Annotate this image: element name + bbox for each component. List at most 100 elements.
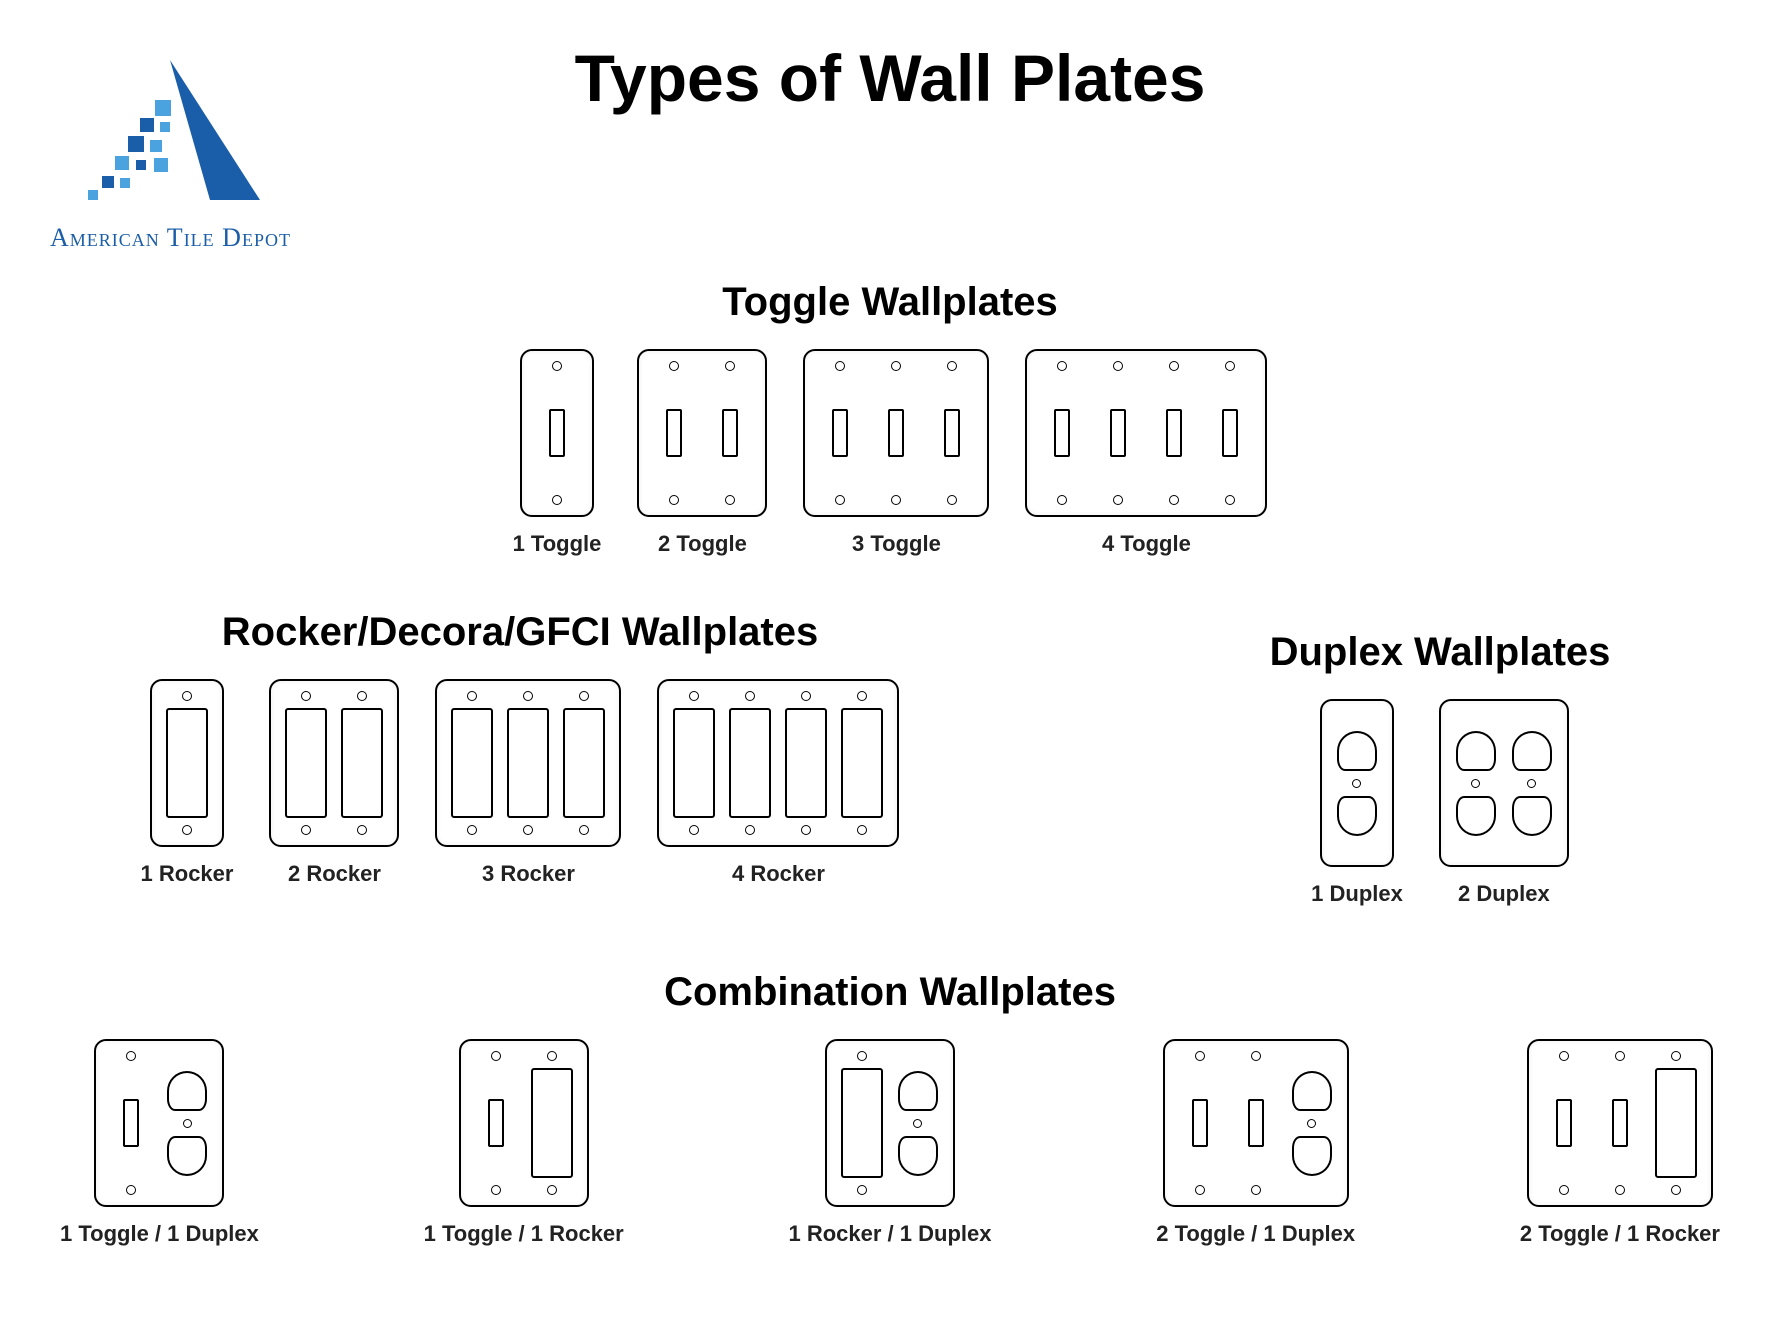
plate-item: 1 Toggle [513, 349, 602, 557]
screw-icon [467, 691, 477, 701]
toggle-slot-icon [1556, 1099, 1572, 1147]
outlet-icon [1456, 731, 1496, 771]
screw-icon [669, 361, 679, 371]
screw-icon [547, 1185, 557, 1195]
duplex-gang [1452, 711, 1500, 855]
screw-icon [801, 825, 811, 835]
section-duplex: Duplex Wallplates 1 Duplex 2 Duplex [1180, 630, 1700, 907]
rocker-slot-icon [166, 708, 208, 818]
plate-label: 3 Toggle [852, 531, 941, 557]
wallplate-icon [1163, 1039, 1349, 1207]
plate-item: 3 Toggle [803, 349, 989, 557]
screw-icon [1671, 1051, 1681, 1061]
wallplate-icon [803, 349, 989, 517]
toggle-gang [928, 361, 976, 505]
screw-icon [1559, 1185, 1569, 1195]
screw-icon [857, 1185, 867, 1195]
screw-icon [547, 1051, 557, 1061]
section-combo: Combination Wallplates 1 Toggle / 1 Dupl… [0, 970, 1780, 1247]
toggle-gang [1596, 1051, 1644, 1195]
wallplate-icon [825, 1039, 955, 1207]
toggle-slot-icon [123, 1099, 139, 1147]
section-duplex-title: Duplex Wallplates [1180, 630, 1700, 675]
plate-item: 1 Duplex [1311, 699, 1403, 907]
toggle-gang [650, 361, 698, 505]
plate-label: 1 Toggle [513, 531, 602, 557]
plate-item: 4 Toggle [1025, 349, 1267, 557]
rocker-gang [448, 691, 496, 835]
duplex-gang [1288, 1051, 1336, 1195]
duplex-gang [894, 1051, 942, 1195]
toggle-gang [1150, 361, 1198, 505]
screw-icon [523, 691, 533, 701]
plate-label: 4 Rocker [732, 861, 825, 887]
rocker-slot-icon [285, 708, 327, 818]
wallplate-icon [657, 679, 899, 847]
screw-icon [301, 691, 311, 701]
toggle-row: 1 Toggle 2 Toggle 3 Toggle 4 Toggle [0, 349, 1780, 557]
combo-row: 1 Toggle / 1 Duplex1 Toggle / 1 Rocker1 … [0, 1039, 1780, 1247]
screw-icon [1527, 779, 1536, 788]
screw-icon [182, 825, 192, 835]
screw-icon [689, 825, 699, 835]
screw-icon [913, 1119, 922, 1128]
screw-icon [552, 495, 562, 505]
wallplate-icon [94, 1039, 224, 1207]
toggle-slot-icon [832, 409, 848, 457]
screw-icon [1615, 1185, 1625, 1195]
screw-icon [689, 691, 699, 701]
plate-item: 1 Toggle / 1 Rocker [424, 1039, 624, 1247]
rocker-slot-icon [451, 708, 493, 818]
screw-icon [1225, 361, 1235, 371]
toggle-slot-icon [549, 409, 565, 457]
toggle-slot-icon [1192, 1099, 1208, 1147]
section-rocker-title: Rocker/Decora/GFCI Wallplates [40, 610, 1000, 655]
screw-icon [1169, 361, 1179, 371]
screw-icon [1195, 1051, 1205, 1061]
plate-label: 2 Duplex [1458, 881, 1550, 907]
toggle-slot-icon [888, 409, 904, 457]
screw-icon [1251, 1185, 1261, 1195]
screw-icon [183, 1119, 192, 1128]
plate-label: 2 Toggle [658, 531, 747, 557]
toggle-slot-icon [1110, 409, 1126, 457]
toggle-slot-icon [1248, 1099, 1264, 1147]
screw-icon [491, 1185, 501, 1195]
plate-item: 2 Duplex [1439, 699, 1569, 907]
rocker-gang [838, 691, 886, 835]
wallplate-icon [150, 679, 224, 847]
toggle-gang [1176, 1051, 1224, 1195]
screw-icon [725, 361, 735, 371]
outlet-icon [1456, 796, 1496, 836]
screw-icon [801, 691, 811, 701]
toggle-gang [1206, 361, 1254, 505]
screw-icon [523, 825, 533, 835]
wallplate-icon [1439, 699, 1569, 867]
outlet-icon [167, 1136, 207, 1176]
screw-icon [491, 1051, 501, 1061]
toggle-slot-icon [1166, 409, 1182, 457]
outlet-icon [898, 1136, 938, 1176]
toggle-gang [1540, 1051, 1588, 1195]
rocker-gang [282, 691, 330, 835]
screw-icon [947, 361, 957, 371]
wallplate-icon [1527, 1039, 1713, 1207]
rocker-gang [1652, 1051, 1700, 1195]
plate-label: 2 Rocker [288, 861, 381, 887]
section-rocker: Rocker/Decora/GFCI Wallplates 1 Rocker2 … [40, 610, 1000, 887]
wallplate-icon [1320, 699, 1394, 867]
toggle-slot-icon [944, 409, 960, 457]
screw-icon [1113, 495, 1123, 505]
rocker-slot-icon [841, 1068, 883, 1178]
screw-icon [1471, 779, 1480, 788]
screw-icon [1307, 1119, 1316, 1128]
toggle-gang [107, 1051, 155, 1195]
plate-label: 1 Toggle / 1 Rocker [424, 1221, 624, 1247]
screw-icon [835, 361, 845, 371]
plate-label: 3 Rocker [482, 861, 575, 887]
duplex-row: 1 Duplex 2 Duplex [1180, 699, 1700, 907]
rocker-slot-icon [507, 708, 549, 818]
toggle-slot-icon [666, 409, 682, 457]
plate-item: 1 Rocker / 1 Duplex [789, 1039, 992, 1247]
plate-item: 3 Rocker [435, 679, 621, 887]
